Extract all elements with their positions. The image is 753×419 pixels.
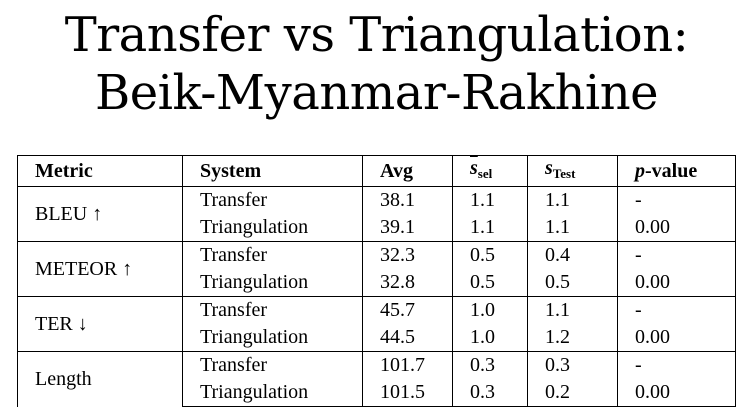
p-value-cell: 0.00 (617, 379, 736, 407)
s-sel-cell: 1.1 (452, 214, 528, 242)
title-line-2: Beik-Myanmar-Rakhine (94, 65, 659, 121)
s-sel-cell: 0.3 (452, 351, 528, 379)
header-s-test-base: s (545, 157, 553, 179)
s-test-cell: 0.5 (527, 269, 618, 297)
table-row: Triangulation 101.5 0.3 0.2 0.00 (18, 379, 736, 407)
s-test-cell: 1.1 (527, 186, 618, 214)
header-s-sel-base: s (470, 157, 478, 179)
system-cell: Triangulation (182, 379, 363, 407)
p-value-cell: - (617, 296, 736, 324)
avg-cell: 32.3 (362, 241, 453, 269)
avg-cell: 39.1 (362, 214, 453, 242)
metric-cell: Length (17, 351, 183, 407)
s-test-cell: 0.3 (527, 351, 618, 379)
system-cell: Triangulation (182, 324, 363, 352)
s-test-cell: 0.2 (527, 379, 618, 407)
avg-cell: 101.5 (362, 379, 453, 407)
s-test-cell: 0.4 (527, 241, 618, 269)
system-cell: Triangulation (182, 269, 363, 297)
s-sel-cell: 1.0 (452, 296, 528, 324)
header-s-test-sub: Test (552, 166, 576, 181)
system-cell: Transfer (182, 296, 363, 324)
avg-cell: 45.7 (362, 296, 453, 324)
s-sel-cell: 1.0 (452, 324, 528, 352)
p-value-cell: 0.00 (617, 269, 736, 297)
table-header-row: Metric System Avg ssel sTest p-value (17, 155, 736, 187)
p-value-cell: - (617, 351, 736, 379)
system-cell: Transfer (182, 351, 363, 379)
header-p-italic: p (635, 159, 645, 182)
table-row: Length Transfer 101.7 0.3 0.3 - (17, 351, 736, 407)
s-sel-cell: 0.3 (452, 379, 528, 407)
s-sel-cell: 0.5 (452, 269, 528, 297)
table-row: BLEU ↑ Transfer 38.1 1.1 1.1 - (17, 186, 736, 242)
s-test-cell: 1.1 (527, 296, 618, 324)
header-metric: Metric (17, 155, 183, 187)
p-value-cell: 0.00 (617, 214, 736, 242)
avg-cell: 101.7 (362, 351, 453, 379)
header-s-sel-sub: sel (477, 166, 493, 181)
table-row: TER ↓ Transfer 45.7 1.0 1.1 - (17, 296, 736, 352)
header-avg: Avg (362, 155, 453, 187)
header-system: System (182, 155, 363, 187)
system-cell: Triangulation (182, 214, 363, 242)
avg-cell: 44.5 (362, 324, 453, 352)
results-table: Metric System Avg ssel sTest p-value BLE… (17, 155, 736, 407)
s-sel-cell: 0.5 (452, 241, 528, 269)
header-s-sel: ssel (452, 155, 528, 187)
s-sel-cell: 1.1 (452, 186, 528, 214)
table-row: METEOR ↑ Transfer 32.3 0.5 0.4 - (17, 241, 736, 297)
s-test-cell: 1.1 (527, 214, 618, 242)
header-s-test: sTest (527, 155, 618, 187)
table-row: Triangulation 44.5 1.0 1.2 0.00 (18, 324, 736, 352)
p-value-cell: 0.00 (617, 324, 736, 352)
header-p-rest: -value (645, 159, 698, 182)
metric-cell: METEOR ↑ (17, 241, 183, 297)
metric-cell: TER ↓ (17, 296, 183, 352)
page-title: Transfer vs Triangulation: Beik-Myanmar-… (0, 6, 753, 122)
header-p-value: p-value (617, 155, 736, 187)
avg-cell: 38.1 (362, 186, 453, 214)
system-cell: Transfer (182, 186, 363, 214)
system-cell: Transfer (182, 241, 363, 269)
p-value-cell: - (617, 241, 736, 269)
avg-cell: 32.8 (362, 269, 453, 297)
s-test-cell: 1.2 (527, 324, 618, 352)
table-row: Triangulation 39.1 1.1 1.1 0.00 (18, 214, 736, 242)
title-line-1: Transfer vs Triangulation: (64, 7, 689, 63)
metric-cell: BLEU ↑ (17, 186, 183, 242)
p-value-cell: - (617, 186, 736, 214)
